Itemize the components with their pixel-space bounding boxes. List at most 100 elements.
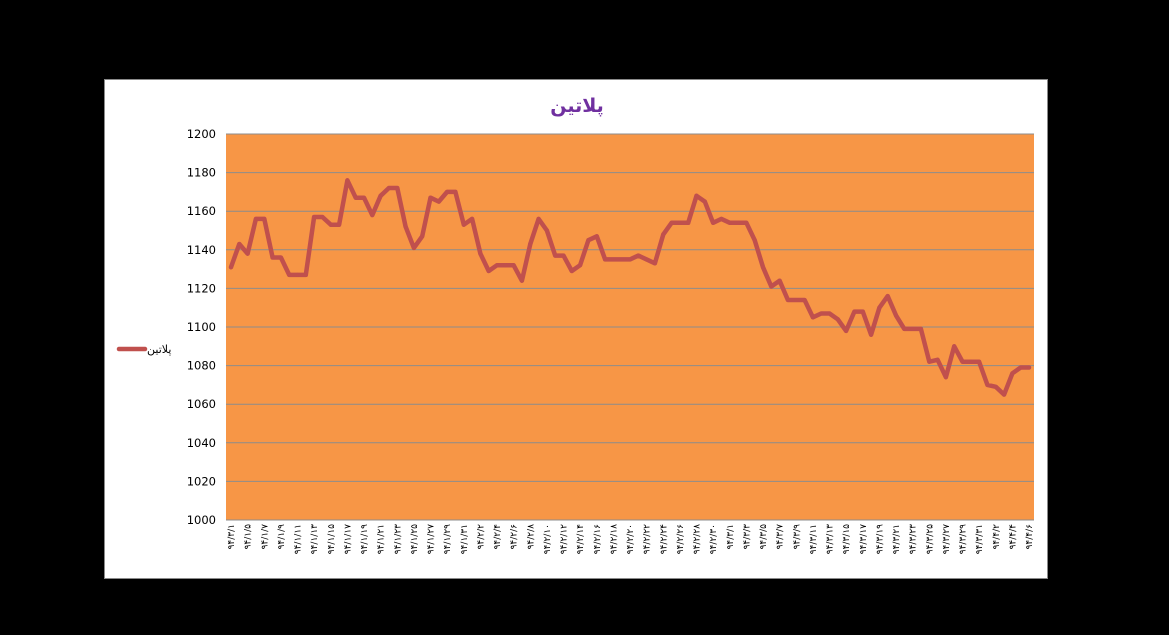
data-point: [952, 344, 957, 349]
x-tick-label: ۹۴/۳/۱: [726, 524, 736, 549]
x-tick-label: ۹۴/۳/۷: [776, 524, 786, 550]
legend-label: پلاتین: [147, 343, 171, 356]
data-point: [1002, 392, 1007, 397]
x-tick-label: ۹۴/۳/۵: [759, 524, 769, 550]
y-axis-ticks: 1200 1180 1160 1140 1120 1100 1080 1060 1040 1020…: [187, 127, 216, 527]
data-point: [1018, 365, 1023, 370]
x-tick-label: ۹۴/۲/۱۸: [609, 524, 619, 554]
y-tick-label: 1200: [187, 127, 216, 141]
data-point: [253, 216, 258, 221]
y-tick-label: 1120: [187, 281, 216, 295]
y-tick-label: 1020: [187, 474, 216, 488]
data-point: [711, 220, 716, 225]
y-tick-label: 1000: [187, 513, 216, 527]
x-tick-label: ۹۴/۳/۲۹: [959, 524, 969, 554]
x-tick-label: ۹۴/۲/۶: [510, 524, 520, 550]
data-point: [569, 269, 574, 274]
x-tick-label: ۹۴/۱/۲۱: [377, 524, 387, 554]
data-point: [295, 272, 300, 277]
x-tick-label: ۹۴/۳/۱۷: [859, 524, 869, 554]
x-tick-label: ۹۴/۱/۳۱: [460, 524, 470, 554]
data-point: [802, 297, 807, 302]
data-point: [603, 257, 608, 262]
data-point: [428, 195, 433, 200]
x-axis-ticks: ۹۴/۳/۱ ۹۴/۱/۵ ۹۴/۱/۷ ۹۴/۱/۹ ۹۴/۱/۱۱ ۹۴/۱/۱۳ ۹۴…: [227, 524, 1035, 554]
data-point: [619, 257, 624, 262]
x-tick-label: ۹۴/۱/۱۹: [360, 524, 370, 554]
x-tick-label: ۹۴/۱/۱۷: [343, 524, 353, 554]
data-point: [702, 199, 707, 204]
data-point: [528, 242, 533, 247]
x-tick-label: ۹۴/۴/۶: [1025, 524, 1035, 550]
x-tick-label: ۹۴/۳/۱۱: [809, 524, 819, 554]
data-points: [229, 178, 1031, 397]
data-point: [312, 214, 317, 219]
data-point: [644, 257, 649, 262]
data-point: [694, 193, 699, 198]
data-point: [461, 222, 466, 227]
data-point: [262, 216, 267, 221]
data-point: [777, 278, 782, 283]
data-point: [337, 222, 342, 227]
data-point: [960, 359, 965, 364]
data-point: [636, 253, 641, 258]
data-point: [503, 263, 508, 268]
data-point: [910, 326, 915, 331]
x-tick-label: ۹۴/۱/۹: [277, 524, 287, 550]
data-point: [586, 238, 591, 243]
x-tick-label: ۹۴/۲/۲: [476, 524, 486, 550]
data-point: [594, 234, 599, 239]
data-point: [303, 272, 308, 277]
data-point: [511, 263, 516, 268]
x-tick-label: ۹۴/۳/۹: [792, 524, 802, 550]
x-tick-label: ۹۴/۳/۲۱: [892, 524, 902, 554]
data-point: [744, 220, 749, 225]
data-point: [378, 193, 383, 198]
y-tick-label: 1160: [187, 204, 216, 218]
data-point: [519, 278, 524, 283]
data-point: [420, 234, 425, 239]
data-point: [320, 214, 325, 219]
data-point: [495, 263, 499, 268]
data-point: [578, 263, 583, 268]
data-point: [328, 222, 333, 227]
data-point: [677, 220, 682, 225]
data-point: [553, 253, 558, 258]
data-point: [844, 328, 849, 333]
data-point: [345, 178, 350, 183]
data-point: [810, 315, 815, 320]
data-point: [794, 297, 799, 302]
data-point: [852, 309, 857, 314]
x-tick-label: ۹۴/۳/۱۹: [875, 524, 885, 554]
data-point: [727, 220, 732, 225]
gridlines: [226, 133, 1034, 521]
data-point: [362, 195, 366, 200]
data-point: [669, 220, 674, 225]
x-tick-label: ۹۴/۱/۱۳: [310, 524, 320, 554]
y-tick-label: 1180: [187, 166, 216, 180]
x-tick-label: ۹۴/۳/۲۵: [925, 524, 935, 554]
data-point: [761, 265, 765, 270]
data-point: [894, 313, 898, 318]
data-point: [628, 257, 632, 262]
data-point: [245, 251, 250, 256]
data-point: [935, 357, 940, 362]
chart-area: پلاتین 1200 1180 1160 1140 1120 1100 1080 1060 1…: [104, 79, 1048, 579]
data-point: [436, 199, 441, 204]
data-point: [287, 272, 292, 277]
data-point: [943, 375, 948, 380]
data-point: [478, 251, 483, 256]
y-tick-label: 1080: [187, 359, 216, 373]
data-point: [918, 326, 923, 331]
data-point: [536, 216, 541, 221]
legend: پلاتین: [116, 343, 171, 356]
data-point: [486, 269, 491, 274]
data-point: [902, 326, 907, 331]
x-tick-label: ۹۴/۳/۳: [742, 524, 752, 550]
data-point: [736, 220, 741, 225]
data-point: [835, 317, 840, 322]
chart-title: پلاتین: [550, 95, 604, 117]
x-tick-label: ۹۴/۴/۴: [1008, 524, 1018, 550]
data-point: [470, 216, 475, 221]
y-tick-label: 1040: [187, 436, 216, 450]
